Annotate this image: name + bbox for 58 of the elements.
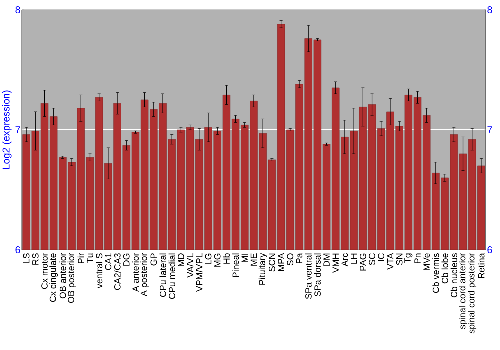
x-tick-label: Pituitary	[258, 253, 268, 285]
y-axis-title: Log2 (expression)	[2, 90, 12, 170]
x-tick-label: Arc	[342, 253, 348, 267]
x-tick-label: GP	[150, 254, 158, 266]
x-tick-label: Tu	[87, 254, 94, 264]
x-tick-label: SPa dorsal	[314, 254, 321, 297]
x-tick-label: OB posterior	[68, 253, 76, 304]
x-tick-label: IC	[378, 254, 385, 262]
x-tick-label: MD	[178, 254, 184, 266]
x-tick-label: Pineal	[232, 254, 240, 278]
x-tick-label: Cb nucleus	[450, 254, 458, 298]
x-tick-label: spinal cord anterior	[459, 253, 468, 330]
x-tick-label: SO	[287, 254, 294, 266]
y2-tick-label: 6	[488, 246, 492, 254]
x-tick-label: LG	[205, 254, 212, 264]
x-tick-label: ME	[250, 254, 258, 266]
x-tick-label: Retina	[478, 253, 485, 278]
x-tick-label: MI	[242, 254, 248, 262]
y-tick-label: 6	[16, 246, 20, 254]
y2-tick-label: 7	[488, 126, 492, 134]
x-tick-label: DM	[324, 254, 330, 266]
x-tick-label: ventral S	[96, 254, 103, 289]
x-tick-label: LH	[350, 254, 358, 264]
x-tick-label: DG	[123, 254, 130, 266]
x-tick-label: spinal cord posterior	[468, 253, 477, 334]
x-tick-label: SC	[369, 254, 376, 266]
x-tick-label: PAG	[360, 254, 366, 271]
x-tick-label: MG	[214, 254, 221, 267]
x-tick-label: MVe	[424, 254, 430, 270]
x-tick-label: SPa ventral	[305, 254, 312, 300]
y-tick-label: 7	[16, 126, 20, 134]
x-tick-label: A anterior	[132, 253, 140, 292]
x-tick-label: RS	[32, 254, 39, 265]
x-tick-label: CPu lateral	[160, 254, 166, 298]
x-tick-label: CPu medial	[168, 254, 176, 300]
x-tick-label: CA1	[105, 254, 112, 270]
x-tick-label: Pn	[414, 254, 421, 264]
x-tick-label: SCN	[269, 254, 276, 272]
x-tick-label: Pa	[296, 253, 303, 264]
x-tick-label: VMH	[332, 254, 339, 274]
x-tick-label: Cb lobe	[442, 254, 448, 284]
x-tick-label: VA/VL	[187, 253, 194, 278]
x-tick-label: OB anterior	[60, 253, 66, 299]
x-tick-label: A posterior	[140, 253, 149, 297]
y-tick-label: 8	[16, 6, 20, 14]
x-tick-label: Pir	[78, 253, 84, 264]
x-tick-label: Hb	[223, 254, 230, 264]
x-tick-label: Tg	[404, 254, 413, 264]
x-tick-label: MPA	[278, 253, 284, 272]
y2-tick-label: 8	[488, 6, 492, 14]
x-tick-label: Cx motor	[42, 253, 48, 290]
x-tick-label: VTA	[387, 253, 394, 270]
x-tick-label: Cx cingulate	[50, 254, 58, 302]
x-tick-label: LS	[23, 254, 30, 264]
x-tick-label: CA2/CA3	[114, 254, 121, 290]
x-tick-label: VPM/VPL	[196, 253, 203, 292]
x-tick-label: Cb vermis	[432, 254, 440, 294]
x-tick-label: SN	[396, 254, 403, 266]
